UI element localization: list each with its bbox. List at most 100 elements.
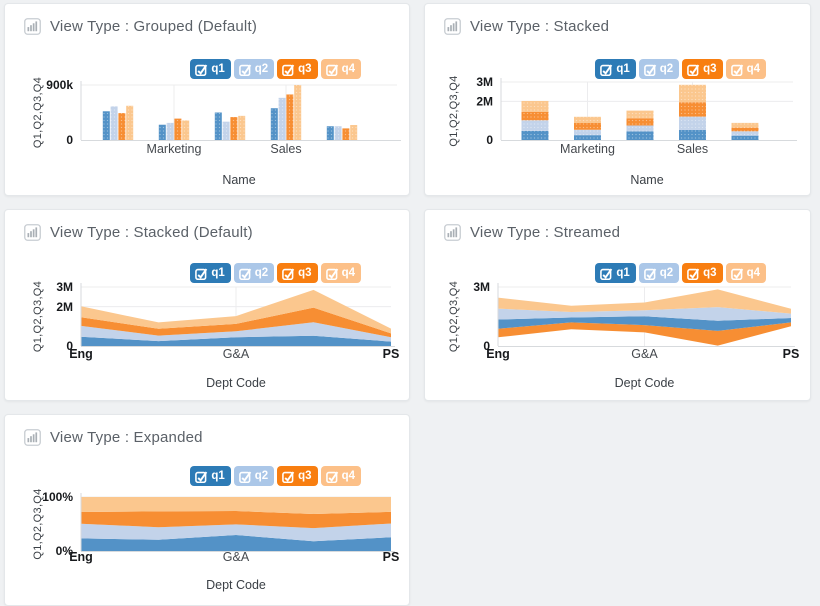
legend-label: q1 [616,63,630,75]
legend-label: q4 [341,267,355,279]
panel-view-type-stacked: 3M 2M 0 Q1,Q2,Q3,Q4 Marketing Sales Name View … [424,3,811,196]
bar-chart-icon [444,224,461,241]
x-axis-title: Dept Code [206,376,266,390]
legend-toggle-q1[interactable]: q1 [190,466,231,486]
x-axis-category: Sales [677,142,708,156]
legend-toggle-q3[interactable]: q3 [277,59,318,79]
y-axis-title: Q1,Q2,Q3,Q4 [448,75,460,146]
legend-toggle-q1[interactable]: q1 [595,263,636,283]
chart-canvas-stream[interactable]: 3M 0 Q1,Q2,Q3,Q4 Eng G&A PS Dept Code [425,210,810,400]
area-layer-q1 [498,316,791,331]
legend-label: q3 [298,63,312,75]
checkbox-icon [282,267,295,280]
legend: q1 q2 q3 q4 [190,263,361,283]
legend-toggle-q2[interactable]: q2 [638,263,680,283]
x-axis-category: PS [783,347,800,361]
legend-label: q4 [341,63,355,75]
x-axis-category: PS [383,550,400,564]
panel-title: View Type : Streamed [470,224,621,241]
x-axis-category: G&A [223,347,250,361]
legend-toggle-q2[interactable]: q2 [233,466,275,486]
y-axis-tick: 0 [66,339,73,353]
legend-label: q1 [211,267,225,279]
area-layer-q4 [81,289,391,334]
x-axis-category: Marketing [147,142,202,156]
y-axis-tick: 900k [46,78,73,92]
chart-canvas-stacked-area[interactable]: 3M 2M 0 Q1,Q2,Q3,Q4 Eng G&A PS Dept Code [5,210,409,400]
legend-toggle-q3[interactable]: q3 [682,59,723,79]
legend-label: q2 [254,470,269,482]
legend-toggle-q2[interactable]: q2 [638,59,680,79]
checkbox-icon [195,63,208,76]
x-axis-category: Marketing [560,142,615,156]
legend-label: q4 [746,267,760,279]
legend-label: q3 [298,267,312,279]
y-axis-tick: 0 [66,133,73,147]
area-layer-q1 [81,335,391,346]
panel-view-type-streamed: 3M 0 Q1,Q2,Q3,Q4 Eng G&A PS Dept Code View Typ… [424,209,811,401]
checkbox-icon [600,63,613,76]
y-axis-tick: 3M [473,280,490,294]
legend-toggle-q1[interactable]: q1 [595,59,636,79]
legend-toggle-q4[interactable]: q4 [320,466,361,486]
panel-header: View Type : Streamed [444,224,620,241]
legend-label: q2 [254,267,269,279]
bar-chart-icon [24,429,41,446]
legend-label: q2 [659,267,674,279]
x-axis-title: Name [222,173,255,187]
legend-toggle-q4[interactable]: q4 [320,59,361,79]
legend-toggle-q1[interactable]: q1 [190,59,231,79]
dashboard: { "page_background": "#eff1f3", "card_st… [4,3,811,606]
checkbox-icon [238,470,251,483]
legend-toggle-q4[interactable]: q4 [725,263,766,283]
x-axis-title: Dept Code [615,376,675,390]
checkbox-icon [282,470,295,483]
legend: q1 q2 q3 q4 [595,263,766,283]
checkbox-icon [600,267,613,280]
x-axis-category: G&A [631,347,658,361]
chart-canvas-stacked-bar[interactable]: 3M 2M 0 Q1,Q2,Q3,Q4 Marketing Sales Name [425,4,810,195]
legend-toggle-q3[interactable]: q3 [277,263,318,283]
panel-title: View Type : Expanded [50,429,203,446]
area-layer-q3 [81,511,391,529]
checkbox-icon [238,63,251,76]
legend-toggle-q3[interactable]: q3 [682,263,723,283]
bar-chart-icon [24,18,41,35]
checkbox-icon [282,63,295,76]
legend-toggle-q2[interactable]: q2 [233,59,275,79]
y-axis-tick: 2M [476,95,493,109]
y-axis-title: Q1,Q2,Q3,Q4 [32,488,44,559]
legend: q1 q2 q3 q4 [190,59,361,79]
checkbox-icon [195,267,208,280]
legend-toggle-q1[interactable]: q1 [190,263,231,283]
panel-view-type-grouped: 900k 0 Q1,Q2,Q3,Q4 Marketing Sales Name View … [4,3,410,196]
y-axis-tick: 3M [56,280,73,294]
legend-label: q1 [211,470,225,482]
x-axis-category: Eng [486,347,510,361]
legend-label: q3 [298,470,312,482]
checkbox-icon [643,267,656,280]
y-axis-tick: 0 [483,339,490,353]
chart-canvas-expanded-area[interactable]: 100% 0% Q1,Q2,Q3,Q4 Eng G&A PS Dept Code [5,415,409,605]
legend: q1 q2 q3 q4 [190,466,361,486]
area-layer-q3 [81,307,391,338]
area-layer-q3 [498,322,791,346]
x-axis-category: Sales [270,142,301,156]
legend-toggle-q4[interactable]: q4 [725,59,766,79]
x-axis-title: Dept Code [206,578,266,592]
checkbox-icon [325,470,338,483]
legend-toggle-q4[interactable]: q4 [320,263,361,283]
legend-toggle-q3[interactable]: q3 [277,466,318,486]
area-layer-q2 [81,523,391,542]
checkbox-icon [238,267,251,280]
checkbox-icon [325,63,338,76]
legend-toggle-q2[interactable]: q2 [233,263,275,283]
checkbox-icon [730,267,743,280]
x-axis-category: PS [383,347,400,361]
x-axis-category: Eng [69,550,93,564]
legend-label: q2 [659,63,674,75]
panel-header: View Type : Stacked (Default) [24,224,253,241]
area-layer-q4 [498,289,791,314]
chart-canvas-grouped-bar[interactable]: 900k 0 Q1,Q2,Q3,Q4 Marketing Sales Name [5,4,409,195]
legend-label: q4 [746,63,760,75]
